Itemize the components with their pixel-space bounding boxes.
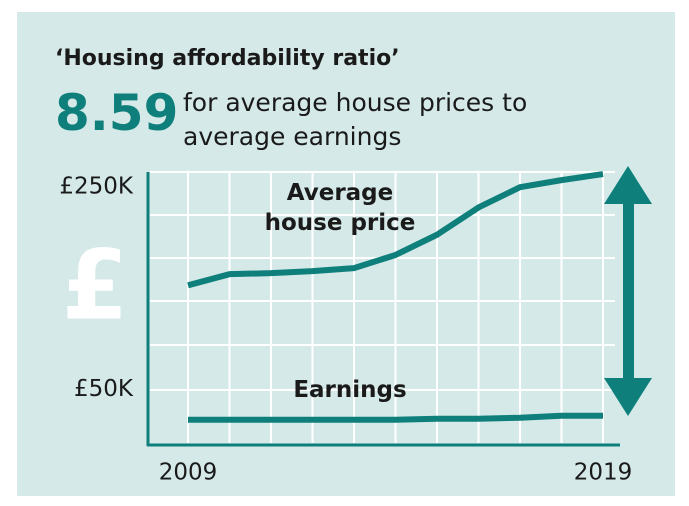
pound-icon: £ <box>62 229 129 341</box>
x-tick-label: 2019 <box>574 460 633 486</box>
y-tick-label: £50K <box>74 376 134 402</box>
series-label: Earnings <box>293 377 407 403</box>
y-tick-label: £250K <box>59 174 134 200</box>
title: ‘Housing affordability ratio’ <box>55 46 400 71</box>
ratio-value: 8.59 <box>55 84 179 142</box>
double-arrow <box>604 166 652 416</box>
data-line <box>188 412 603 423</box>
subtitle: for average house prices to average earn… <box>183 88 528 151</box>
data-line <box>187 171 604 289</box>
series-label: Average house price <box>264 180 416 236</box>
x-tick-label: 2009 <box>159 460 218 486</box>
